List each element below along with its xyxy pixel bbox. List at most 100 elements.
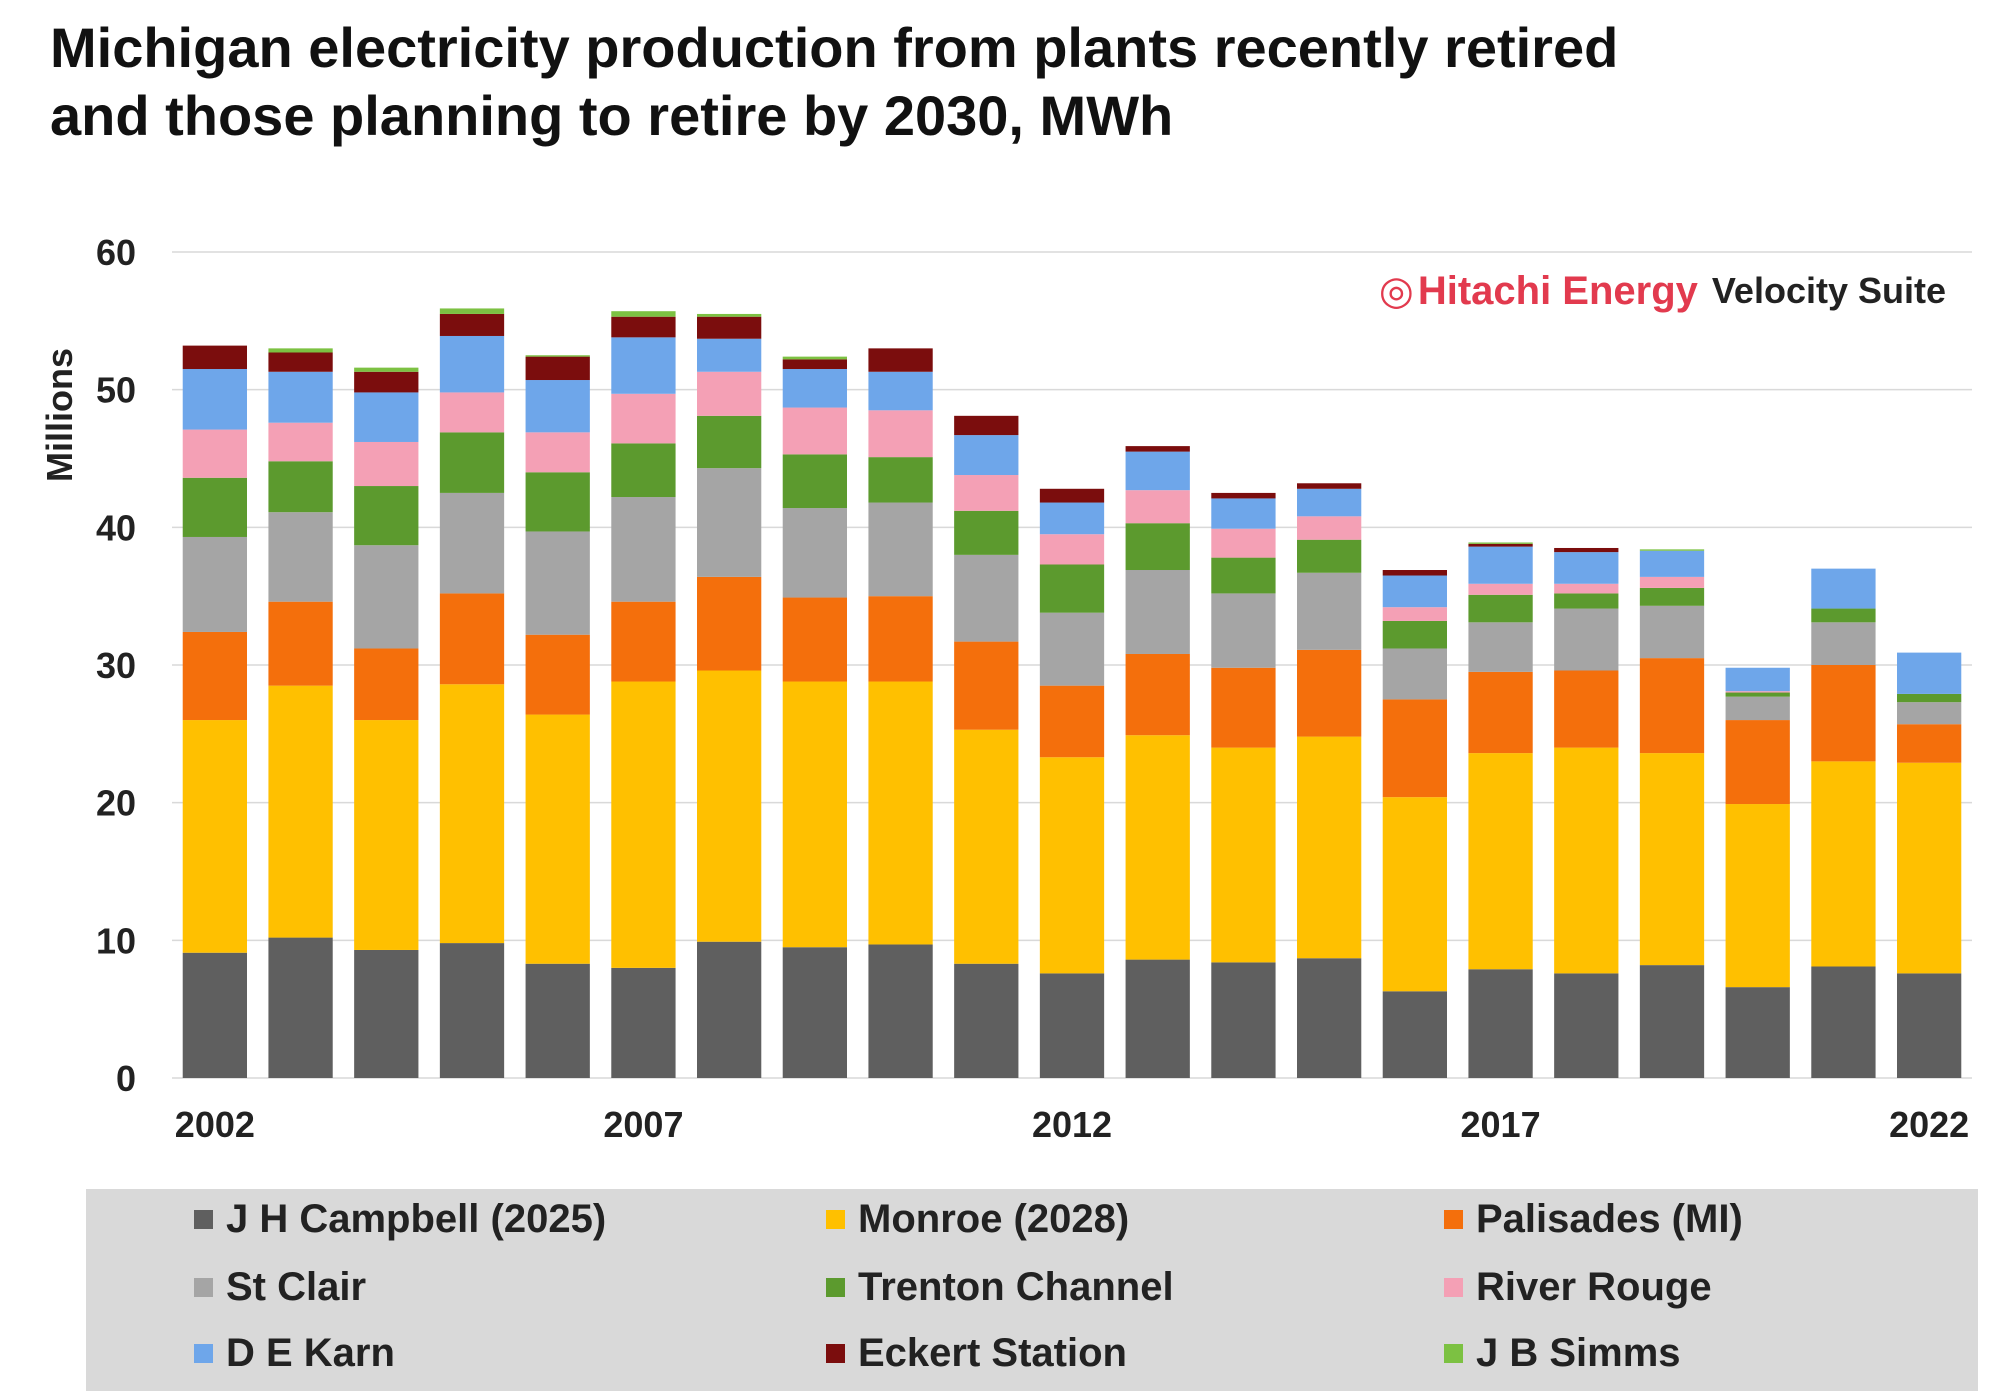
bar-segment <box>954 641 1019 730</box>
bar-segment <box>1297 488 1362 517</box>
bar-segment <box>1039 685 1105 758</box>
bar-segment <box>354 720 419 950</box>
bar-segment <box>868 410 933 458</box>
bar-segment <box>525 963 590 1078</box>
chart-title: Michigan electricity production from pla… <box>50 16 1619 147</box>
bar-segment <box>268 371 333 423</box>
bar-segment <box>782 369 847 408</box>
bar-segment <box>525 355 590 357</box>
bar-segment <box>1468 546 1533 584</box>
bar-segment <box>1725 667 1790 692</box>
legend-label: Eckert Station <box>858 1331 1127 1375</box>
bar-segment <box>354 486 419 546</box>
bar-segment <box>697 576 762 671</box>
bar-segment <box>182 369 247 430</box>
legend-item: J H Campbell (2025) <box>194 1197 606 1242</box>
bar-segment <box>1211 747 1276 963</box>
bar-segment <box>268 352 333 372</box>
legend-label: D E Karn <box>226 1331 395 1375</box>
legend-swatch <box>826 1344 845 1363</box>
bar-segment <box>1297 572 1362 650</box>
bar-segment <box>868 457 933 503</box>
bar-segment <box>1382 607 1447 621</box>
bar-segment <box>1039 564 1105 613</box>
x-tick-label: 2007 <box>603 1104 683 1145</box>
bar-segment <box>439 492 505 594</box>
legend-swatch <box>1444 1344 1463 1363</box>
bar-segment <box>1554 608 1619 671</box>
legend-swatch <box>1444 1278 1463 1297</box>
bar-segment <box>1811 966 1876 1078</box>
bar-segment <box>1468 753 1533 970</box>
bar-segment <box>1897 973 1962 1078</box>
bar-segment <box>268 348 333 353</box>
bar-segment <box>1211 962 1276 1078</box>
bar-segment <box>439 432 505 493</box>
bar-segment <box>1639 753 1705 966</box>
bar-segment <box>1125 446 1190 452</box>
bar-segment <box>1468 542 1533 544</box>
bar-segment <box>1468 543 1533 547</box>
legend-label: J H Campbell (2025) <box>226 1197 607 1241</box>
bar-segment <box>1039 488 1105 503</box>
bar-segment <box>182 429 247 478</box>
legend-label: Trenton Channel <box>858 1265 1174 1309</box>
y-tick-label: 20 <box>96 783 136 824</box>
legend-item: Palisades (MI) <box>1444 1197 1743 1242</box>
y-tick-label: 0 <box>116 1058 136 1099</box>
bar-segment <box>354 367 419 372</box>
legend-item: Eckert Station <box>826 1331 1127 1376</box>
bar-segment <box>439 684 505 944</box>
bar-segment <box>1125 735 1190 960</box>
y-axis-label: Millions <box>39 348 80 482</box>
bar-segment <box>1211 593 1276 668</box>
bar-segment <box>1382 570 1447 576</box>
bar-segment <box>782 681 847 948</box>
brand-watermark: ◎ Hitachi Energy Velocity Suite <box>1379 268 1946 314</box>
bar-segment <box>611 967 676 1078</box>
bar-segment <box>1468 622 1533 672</box>
legend-item: J B Simms <box>1444 1331 1681 1376</box>
bar-segment <box>697 313 762 317</box>
bar-segment <box>1639 550 1705 577</box>
bar-segment <box>1125 451 1190 491</box>
legend-item: St Clair <box>194 1265 366 1310</box>
bar-segment <box>1039 973 1105 1078</box>
bar-segment <box>782 508 847 598</box>
bar-segment <box>1811 761 1876 967</box>
bar-segment <box>1297 958 1362 1078</box>
x-tick-label: 2022 <box>1889 1104 1969 1145</box>
bar-segment <box>868 348 933 372</box>
bar-segment <box>268 512 333 602</box>
bar-segment <box>954 510 1019 555</box>
bar-segment <box>1297 539 1362 573</box>
bar-segment <box>1297 736 1362 959</box>
bar-segment <box>1125 570 1190 654</box>
bar-segment <box>1554 670 1619 748</box>
y-tick-label: 40 <box>96 507 136 548</box>
bar-segment <box>782 597 847 682</box>
legend-label: J B Simms <box>1476 1331 1681 1375</box>
bar-segment <box>354 648 419 721</box>
bar-segment <box>1039 612 1105 686</box>
bar-segment <box>1897 702 1962 725</box>
bar-segment <box>1811 622 1876 665</box>
bar-segment <box>1297 649 1362 737</box>
bar-segment <box>954 729 1019 964</box>
bar-segment <box>525 714 590 964</box>
bar-segment <box>782 454 847 509</box>
y-tick-label: 30 <box>96 645 136 686</box>
bar-segment <box>782 947 847 1078</box>
legend-swatch <box>1444 1210 1463 1229</box>
legend-swatch <box>194 1278 213 1297</box>
bar-segment <box>1039 502 1105 535</box>
bar-segment <box>1554 973 1619 1078</box>
legend-item: Trenton Channel <box>826 1265 1174 1310</box>
bar-segment <box>1211 492 1276 499</box>
bar-segment <box>868 681 933 945</box>
bar-segment <box>1554 583 1619 594</box>
bar-segment <box>525 380 590 433</box>
bar-segment <box>439 593 505 685</box>
bar-segment <box>1211 498 1276 529</box>
bar-segment <box>1125 959 1190 1078</box>
